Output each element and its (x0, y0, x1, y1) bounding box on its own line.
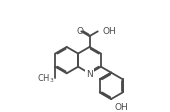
Text: OH: OH (115, 102, 128, 111)
Text: CH$_3$: CH$_3$ (37, 72, 54, 84)
Text: O: O (76, 26, 83, 35)
Text: N: N (86, 69, 93, 78)
Text: OH: OH (102, 27, 116, 36)
